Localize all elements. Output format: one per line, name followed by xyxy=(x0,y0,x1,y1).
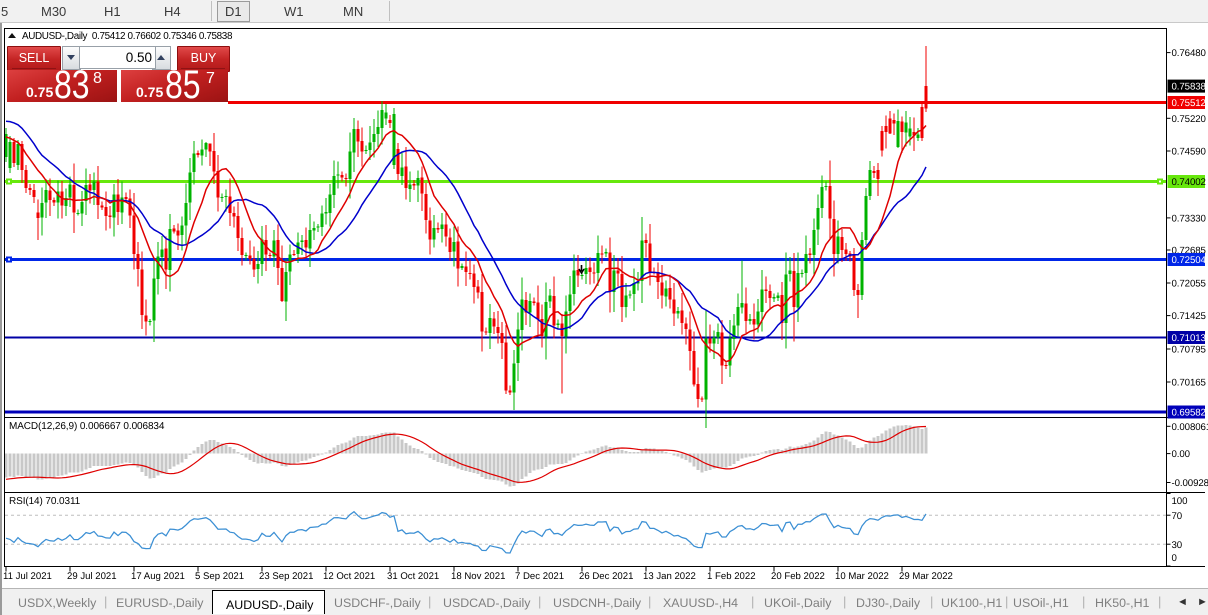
svg-text:100: 100 xyxy=(1172,496,1189,507)
svg-text:RSI(14) 70.0311: RSI(14) 70.0311 xyxy=(9,496,81,507)
svg-text:18 Nov 2021: 18 Nov 2021 xyxy=(451,571,505,582)
svg-text:0.69582: 0.69582 xyxy=(1172,408,1206,419)
svg-text:11 Jul 2021: 11 Jul 2021 xyxy=(3,571,52,582)
svg-text:0.72685: 0.72685 xyxy=(1172,246,1206,257)
svg-text:0.75838: 0.75838 xyxy=(1172,82,1206,93)
svg-text:0.76480: 0.76480 xyxy=(1172,48,1207,59)
svg-text:0.00: 0.00 xyxy=(1172,449,1191,460)
svg-text:MACD(12,26,9) 0.006667 0.00683: MACD(12,26,9) 0.006667 0.006834 xyxy=(9,421,165,432)
svg-text:0: 0 xyxy=(1172,553,1178,564)
svg-text:29 Jul 2021: 29 Jul 2021 xyxy=(67,571,117,582)
svg-text:0.73330: 0.73330 xyxy=(1172,214,1207,225)
svg-text:5 Sep 2021: 5 Sep 2021 xyxy=(195,571,244,582)
svg-text:13 Jan 2022: 13 Jan 2022 xyxy=(643,571,696,582)
svg-text:17 Aug 2021: 17 Aug 2021 xyxy=(131,571,185,582)
svg-text:0.74590: 0.74590 xyxy=(1172,147,1207,158)
svg-text:0.75220: 0.75220 xyxy=(1172,114,1207,125)
svg-text:0.71425: 0.71425 xyxy=(1172,311,1206,322)
svg-text:7 Dec 2021: 7 Dec 2021 xyxy=(515,571,564,582)
svg-text:31 Oct 2021: 31 Oct 2021 xyxy=(387,571,439,582)
svg-text:0.008061: 0.008061 xyxy=(1172,422,1208,433)
svg-text:1 Feb 2022: 1 Feb 2022 xyxy=(707,571,756,582)
svg-text:0.70165: 0.70165 xyxy=(1172,378,1206,389)
svg-text:0.72504: 0.72504 xyxy=(1172,255,1207,266)
svg-text:70: 70 xyxy=(1172,511,1183,522)
svg-text:29 Mar 2022: 29 Mar 2022 xyxy=(899,571,953,582)
svg-text:0.74002: 0.74002 xyxy=(1172,177,1206,188)
svg-text:12 Oct 2021: 12 Oct 2021 xyxy=(323,571,375,582)
svg-text:0.71013: 0.71013 xyxy=(1172,333,1206,344)
svg-text:0.75512: 0.75512 xyxy=(1172,98,1206,109)
svg-text:0.70795: 0.70795 xyxy=(1172,345,1206,356)
svg-text:23 Sep 2021: 23 Sep 2021 xyxy=(259,571,313,582)
svg-text:20 Feb 2022: 20 Feb 2022 xyxy=(771,571,825,582)
svg-text:26 Dec 2021: 26 Dec 2021 xyxy=(579,571,633,582)
svg-text:10 Mar 2022: 10 Mar 2022 xyxy=(835,571,889,582)
svg-text:30: 30 xyxy=(1172,540,1183,551)
svg-text:0.72055: 0.72055 xyxy=(1172,279,1206,290)
